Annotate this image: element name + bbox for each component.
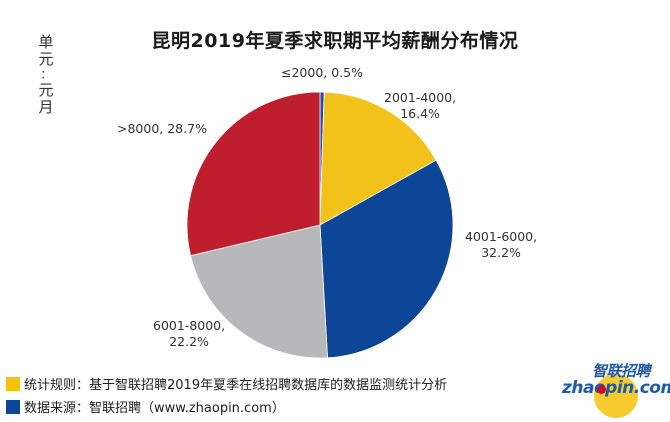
unit-char: 单 (38, 33, 54, 51)
logo-dot-icon (597, 385, 606, 394)
chart-title: 昆明2019年夏季求职期平均薪酬分布情况 (151, 30, 519, 52)
blue-square-icon (6, 399, 20, 414)
logo-en-text: zhaopin.com (562, 378, 670, 398)
footer-rule: 统计规则：基于智联招聘2019年夏季在线招聘数据库的数据监测统计分析 (6, 374, 447, 393)
label-text: 22.2% (169, 334, 209, 349)
pie-slice->8000 (186, 91, 321, 257)
yellow-square-icon (6, 376, 20, 391)
label-text: >8000, 28.7% (117, 121, 207, 136)
label-text: ≤2000, 0.5% (281, 65, 363, 80)
label-text: 32.2% (481, 245, 521, 260)
source-text: 数据来源：智联招聘（www.zhaopin.com） (24, 401, 285, 416)
footer-source: 数据来源：智联招聘（www.zhaopin.com） (6, 397, 285, 416)
label-4001-6000: 4001-6000, 32.2% (465, 229, 537, 261)
label-text: 4001-6000, (465, 229, 538, 244)
label-text: 6001-8000, (153, 318, 226, 333)
unit-char: 元 (38, 50, 54, 68)
logo-sun-icon (594, 374, 638, 418)
pie-slice-2001-4000 (319, 91, 437, 226)
pie-slice-4001-6000 (319, 159, 454, 359)
pie-slice-6001-8000 (190, 224, 328, 359)
logo-cn-text: 智联招聘 (592, 362, 651, 380)
label-text: 2001-4000, (384, 90, 457, 105)
label-2001-4000: 2001-4000, 16.4% (384, 90, 456, 122)
pie-slices (186, 91, 454, 359)
label-6001-8000: 6001-8000, 22.2% (153, 318, 225, 350)
unit-char: 元 (38, 81, 54, 99)
label-gt8000: >8000, 28.7% (117, 121, 207, 137)
zhaopin-logo: 智联招聘 zhaopin.com (562, 360, 670, 418)
unit-char: ： (40, 68, 52, 81)
unit-label: 单 元 ： 元 月 (36, 34, 56, 116)
label-text: 16.4% (400, 106, 440, 121)
label-le2000: ≤2000, 0.5% (281, 65, 363, 81)
rule-text: 统计规则：基于智联招聘2019年夏季在线招聘数据库的数据监测统计分析 (24, 378, 448, 393)
unit-char: 月 (38, 98, 54, 116)
